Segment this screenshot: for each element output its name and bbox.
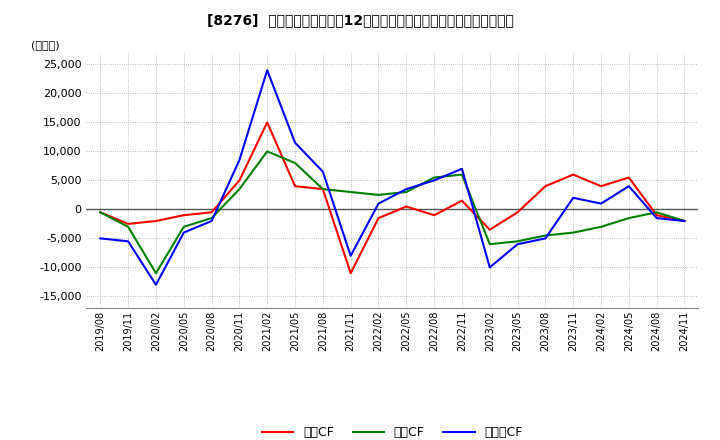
Text: (百万円): (百万円) — [31, 40, 60, 50]
Text: [8276]  キャッシュフローの12か月移動合計の対前年同期増減額の推移: [8276] キャッシュフローの12か月移動合計の対前年同期増減額の推移 — [207, 13, 513, 27]
Legend: 営業CF, 投資CF, フリーCF: 営業CF, 投資CF, フリーCF — [257, 422, 528, 440]
